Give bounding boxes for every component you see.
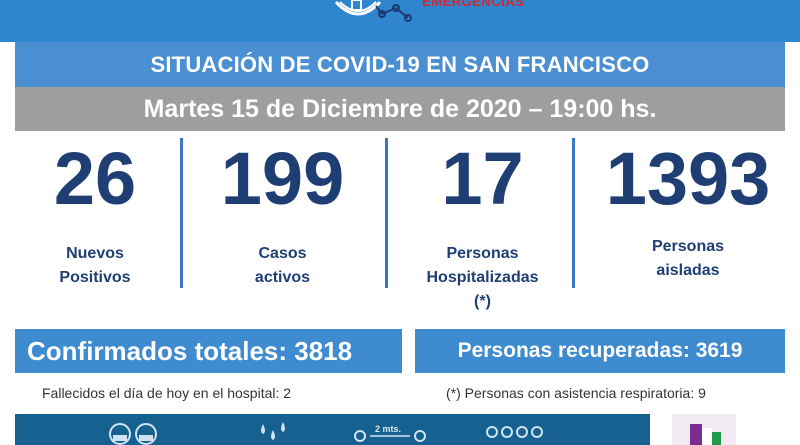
- stat-hospitalized: 17 Personas Hospitalizadas (*): [395, 140, 570, 314]
- stat-divider: [180, 138, 183, 288]
- stat-label: aisladas: [656, 262, 720, 279]
- stat-value: 26: [53, 137, 137, 220]
- stat-new-positives: 26 Nuevos Positivos: [20, 140, 170, 290]
- stat-label: Casos: [258, 245, 307, 262]
- emergency-logo: EMERGENCIAS: [318, 0, 568, 40]
- report-date: Martes 15 de Diciembre de 2020 – 19:00 h…: [143, 94, 657, 123]
- stat-divider: [385, 138, 388, 288]
- confirmed-total: Confirmados totales: 3818: [27, 335, 353, 366]
- mask-people-icon: [109, 423, 157, 445]
- crowd-icon: [486, 426, 543, 438]
- page-title: SITUACIÓN DE COVID-19 EN SAN FRANCISCO: [150, 51, 650, 77]
- stat-active-cases: 199 Casos activos: [190, 140, 375, 290]
- stat-value: 1393: [605, 137, 771, 220]
- stat-label: Hospitalizadas: [426, 269, 539, 286]
- recovered-total: Personas recuperadas: 3619: [457, 339, 743, 362]
- stat-value: 17: [441, 137, 524, 220]
- respiratory-note: (*) Personas con asistencia respiratoria…: [446, 385, 706, 401]
- date-banner: Martes 15 de Diciembre de 2020 – 19:00 h…: [15, 87, 785, 131]
- top-banner: EMERGENCIAS: [0, 0, 800, 42]
- stat-isolated: 1393 Personas aisladas: [582, 140, 794, 283]
- stat-divider: [572, 138, 575, 288]
- distance-people-icon: [354, 430, 426, 442]
- stat-label: Positivos: [59, 269, 131, 286]
- logo-word: EMERGENCIAS: [422, 0, 525, 9]
- stat-label: Personas: [446, 245, 519, 262]
- corner-logo-icon: [672, 414, 736, 445]
- distance-label: 2 mts.: [375, 424, 402, 434]
- prevention-strip: 2 mts.: [15, 414, 650, 445]
- stat-label: activos: [254, 269, 311, 286]
- stat-label-footnote: (*): [474, 293, 491, 310]
- stat-label: Nuevos: [66, 245, 124, 262]
- confirmed-total-box: Confirmados totales: 3818: [15, 329, 402, 373]
- emergency-logo-icon: [334, 0, 412, 22]
- stat-value: 199: [220, 137, 345, 220]
- handwash-drops-icon: [261, 422, 285, 440]
- deaths-note: Fallecidos el día de hoy en el hospital:…: [42, 385, 292, 401]
- title-banner: SITUACIÓN DE COVID-19 EN SAN FRANCISCO: [15, 42, 785, 87]
- stat-label: Personas: [651, 238, 725, 255]
- recovered-total-box: Personas recuperadas: 3619: [415, 329, 785, 373]
